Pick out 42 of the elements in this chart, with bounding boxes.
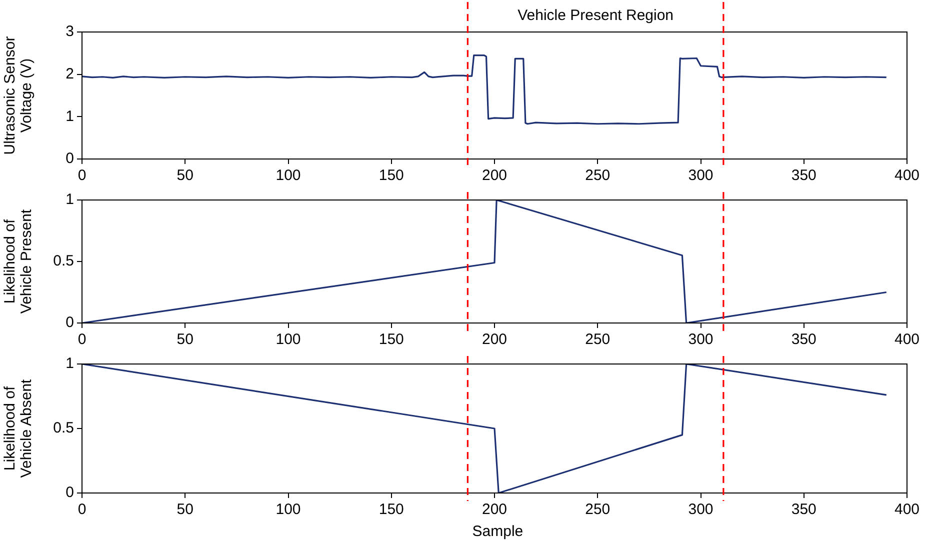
x-tick-label: 400 [894, 331, 920, 348]
y-tick-label: 2 [66, 65, 74, 82]
y-tick-label: 3 [66, 23, 74, 40]
y-tick-label: 0 [66, 314, 74, 332]
x-tick-label: 350 [791, 501, 816, 518]
y-tick-label: 1 [66, 355, 74, 372]
x-tick-label: 400 [894, 167, 920, 184]
x-tick-label: 0 [78, 331, 86, 348]
y-tick-label: 0 [66, 484, 74, 502]
x-tick-label: 100 [276, 501, 301, 518]
x-tick-label: 350 [791, 167, 816, 184]
y-tick-label: 0 [66, 150, 74, 168]
x-tick-label: 150 [378, 167, 404, 184]
y-tick-label: 0.5 [53, 420, 74, 437]
y-tick-label: 1 [66, 108, 74, 125]
y-axis-title: Ultrasonic Sensor Voltage (V) [1, 36, 35, 155]
x-axis-title: Sample [472, 523, 524, 540]
y-axis-title: Likelihood of Vehicle Present [1, 208, 35, 314]
x-tick-label: 0 [78, 167, 86, 184]
x-tick-label: 150 [378, 331, 404, 348]
x-tick-label: 100 [276, 331, 301, 348]
x-tick-label: 300 [688, 331, 714, 348]
x-tick-label: 400 [894, 501, 920, 518]
x-tick-label: 200 [482, 331, 508, 348]
text: Vehicle Present Region [518, 7, 674, 24]
x-tick-label: 300 [688, 167, 714, 184]
x-tick-label: 250 [585, 501, 610, 518]
x-tick-label: 50 [176, 167, 194, 184]
x-tick-label: 50 [176, 501, 194, 518]
x-tick-label: 300 [688, 501, 714, 518]
y-tick-label: 1 [66, 191, 74, 208]
x-tick-label: 250 [585, 331, 610, 348]
x-tick-label: 200 [482, 167, 508, 184]
x-tick-label: 50 [176, 331, 194, 348]
x-tick-label: 250 [585, 167, 610, 184]
y-axis-title: Likelihood of Vehicle Absent [1, 378, 35, 478]
y-tick-label: 0.5 [53, 252, 74, 270]
x-tick-label: 350 [791, 331, 816, 348]
x-tick-label: 0 [78, 501, 86, 518]
x-tick-label: 200 [482, 501, 508, 518]
x-tick-label: 100 [276, 167, 301, 184]
x-tick-label: 150 [378, 501, 404, 518]
